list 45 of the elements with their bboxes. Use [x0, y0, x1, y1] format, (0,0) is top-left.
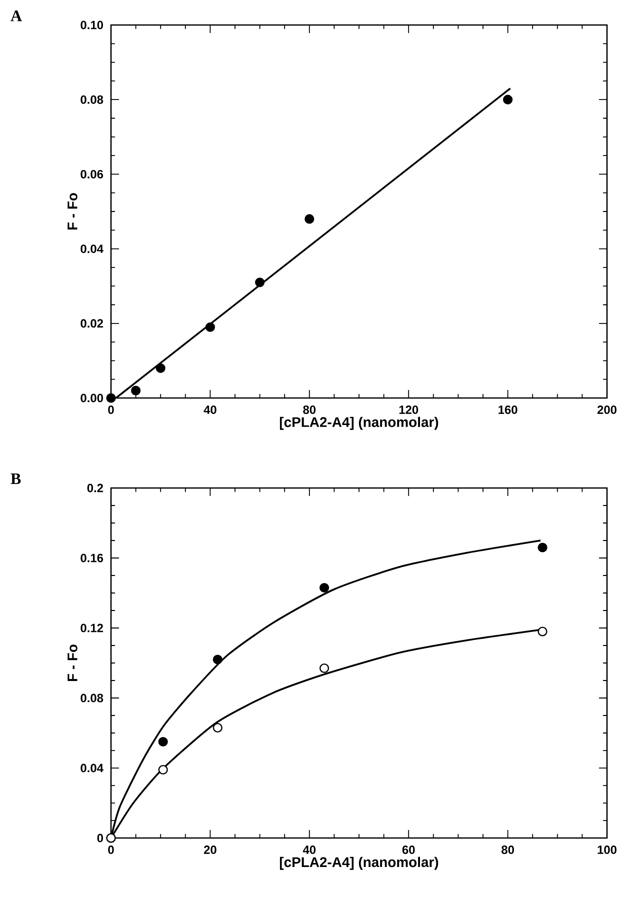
chart-title: B	[10, 474, 21, 484]
x-tick-label: 20	[204, 846, 216, 854]
point	[304, 214, 314, 224]
y-axis-title: F - Fo	[68, 193, 78, 230]
y-tick-label: 0.06	[80, 170, 104, 178]
point	[212, 654, 222, 664]
x-tick-label: 40	[302, 846, 316, 854]
y-axis-title: F - Fo	[68, 644, 78, 682]
point	[205, 322, 215, 332]
point	[319, 663, 330, 674]
y-tick-label: 0.08	[80, 95, 104, 104]
x-tick-label: 200	[597, 406, 616, 414]
x-axis-title: [cPLA2-A4] (nanomolar)	[280, 856, 438, 870]
point	[538, 626, 548, 636]
x-tick-label: 0	[108, 846, 114, 854]
point	[156, 363, 166, 373]
point	[503, 94, 513, 104]
x-tick-label: 100	[598, 846, 616, 854]
y-tick-label: 0.16	[80, 554, 104, 562]
y-tick-label: 0.02	[80, 319, 103, 328]
point	[255, 278, 265, 288]
x-tick-label: 80	[502, 846, 514, 854]
y-tick-label: 0.2	[87, 484, 104, 492]
point	[538, 542, 548, 552]
point	[212, 722, 222, 733]
point	[131, 386, 141, 396]
x-axis-title: [cPLA2-A4] (nanomolar)	[280, 416, 438, 430]
x-tick-label: 60	[402, 846, 415, 854]
y-tick-label: 0.12	[80, 624, 103, 632]
x-tick-label: 80	[303, 406, 316, 414]
x-tick-label: 160	[498, 406, 518, 414]
y-tick-label: 0	[97, 834, 103, 842]
x-tick-label: 40	[204, 406, 216, 414]
point	[319, 582, 330, 593]
x-tick-label: 120	[399, 406, 418, 414]
chart-title: A	[10, 10, 22, 22]
y-tick-label: 0.10	[80, 20, 103, 30]
y-tick-label: 0.00	[80, 394, 103, 402]
y-tick-label: 0.08	[80, 694, 104, 702]
x-tick-label: 0	[108, 406, 114, 414]
y-tick-label: 0.04	[80, 764, 104, 772]
point	[158, 736, 168, 747]
point	[158, 764, 168, 775]
y-tick-label: 0.04	[80, 244, 104, 254]
point	[106, 393, 116, 403]
